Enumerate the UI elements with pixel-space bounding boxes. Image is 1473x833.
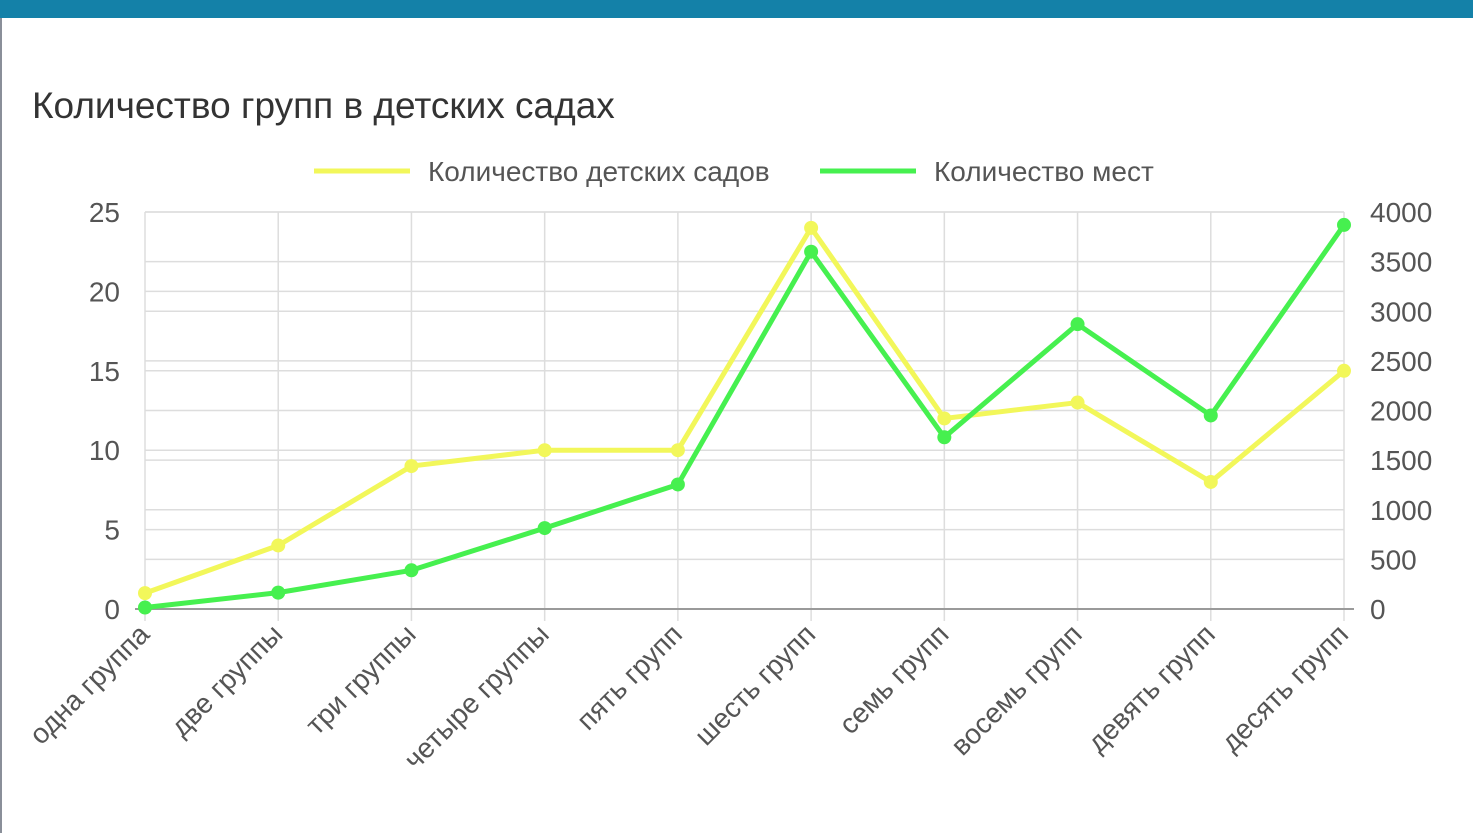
- data-point: [1337, 363, 1351, 378]
- legend-label: Количество мест: [934, 156, 1154, 187]
- y-right-tick-label: 3000: [1370, 296, 1432, 327]
- data-point: [937, 411, 952, 426]
- data-point: [404, 459, 419, 474]
- legend: Количество детских садов Количество мест: [314, 156, 1154, 187]
- x-tick-label: восемь групп: [945, 618, 1088, 761]
- data-point: [537, 521, 552, 536]
- page-title: Количество групп в детских садах: [32, 84, 615, 126]
- x-tick-label: семь групп: [833, 618, 955, 740]
- legend-label: Количество детских садов: [428, 156, 770, 187]
- y-left-tick-label: 10: [89, 435, 120, 466]
- y-right-tick-label: 2000: [1370, 396, 1432, 427]
- data-point: [271, 585, 286, 600]
- x-tick-label: пять групп: [571, 618, 689, 736]
- data-point: [670, 477, 685, 492]
- data-point: [804, 244, 819, 259]
- y-left-tick-label: 0: [104, 594, 120, 625]
- data-point: [1203, 474, 1218, 489]
- x-tick-label: четыре группы: [398, 618, 555, 775]
- x-tick-label: шесть групп: [688, 618, 821, 751]
- x-tick-label: две группы: [165, 618, 289, 742]
- x-tick-label: девять групп: [1081, 618, 1221, 758]
- data-point: [670, 443, 685, 458]
- data-point: [271, 538, 286, 553]
- y-right-tick-label: 500: [1370, 544, 1417, 575]
- y-right-tick-label: 1000: [1370, 495, 1432, 526]
- series-line: [144, 223, 1347, 610]
- series: [138, 217, 1351, 615]
- y-right-tick-label: 4000: [1370, 197, 1432, 228]
- x-tick-label: одна группа: [23, 618, 155, 750]
- window-left-edge: [0, 18, 2, 833]
- data-point: [1337, 217, 1351, 232]
- y-left-tick-label: 20: [89, 276, 120, 307]
- data-point: [1203, 408, 1218, 423]
- x-tick-label: десять групп: [1215, 618, 1354, 757]
- data-point: [1070, 317, 1085, 332]
- y-right-tick-label: 0: [1370, 594, 1386, 625]
- data-point: [138, 586, 152, 601]
- data-point: [1070, 395, 1085, 410]
- data-point: [138, 600, 152, 615]
- y-left-tick-label: 15: [89, 356, 120, 387]
- y-left-tick-label: 5: [104, 515, 120, 546]
- data-point: [804, 220, 819, 235]
- y-right-tick-label: 1500: [1370, 445, 1432, 476]
- y-right-tick-label: 3500: [1370, 247, 1432, 278]
- y-left-tick-label: 25: [89, 197, 120, 228]
- data-point: [537, 443, 552, 458]
- axes: 0 5 10 15 20 25 0 500 1000 1500 2000 2500 3000 3500 40…: [23, 197, 1432, 775]
- y-right-tick-label: 2500: [1370, 346, 1432, 377]
- series-line: [144, 225, 1346, 596]
- data-point: [404, 563, 419, 578]
- grid: [135, 211, 1354, 621]
- data-point: [937, 430, 952, 445]
- x-tick-label: три группы: [300, 618, 422, 740]
- header-bar: [0, 0, 1473, 18]
